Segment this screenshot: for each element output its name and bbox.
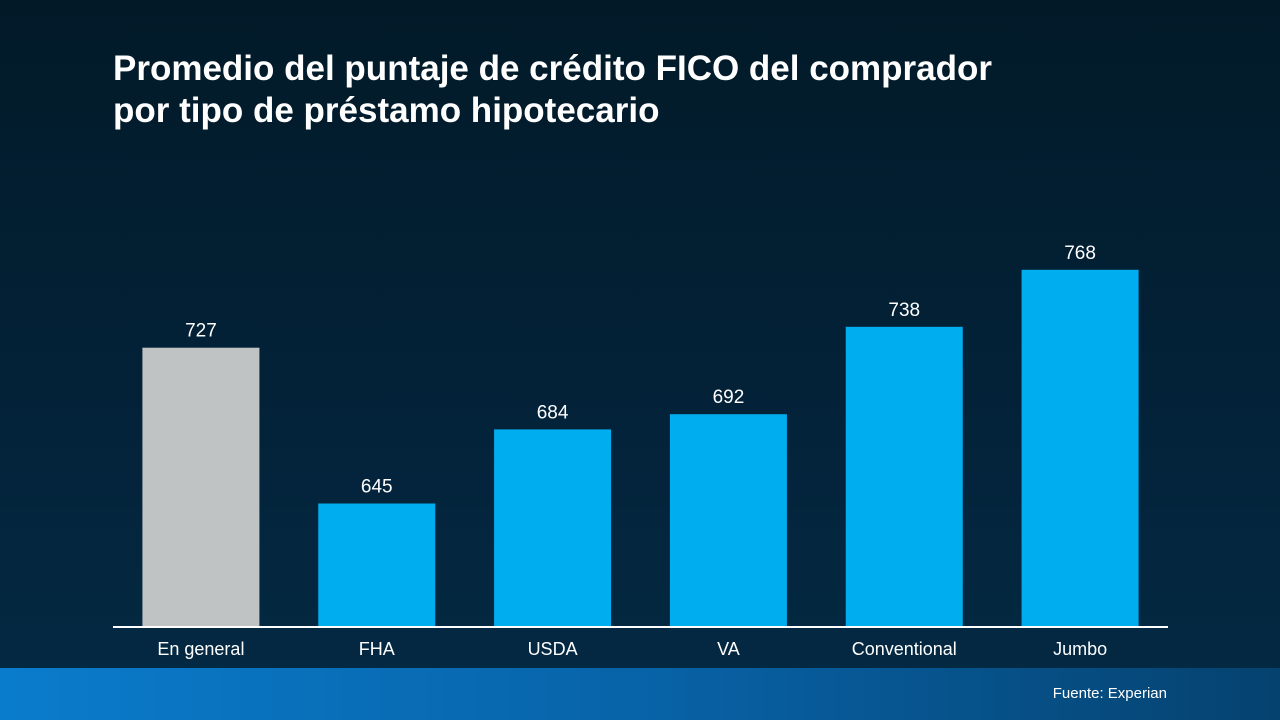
category-label: Jumbo [1053, 639, 1107, 659]
footer-bar: Fuente: Experian [0, 668, 1280, 720]
title-line-2: por tipo de préstamo hipotecario [113, 91, 660, 130]
bar-usda [494, 429, 612, 627]
category-label: FHA [359, 639, 395, 659]
data-label: 645 [361, 477, 393, 498]
data-label: 684 [537, 402, 569, 423]
data-label: 768 [1064, 243, 1096, 264]
category-label: VA [717, 639, 740, 659]
data-label: 738 [888, 300, 920, 321]
category-label: USDA [528, 639, 578, 659]
bar-conventional [845, 326, 963, 627]
bar-jumbo [1021, 269, 1139, 627]
data-label: 727 [185, 321, 217, 342]
bar-fha [318, 503, 436, 627]
category-label: Conventional [852, 639, 957, 659]
data-label: 692 [713, 387, 745, 408]
bar-chart: 727 En general 645 FHA 684 USDA 692 VA 738 Conven… [142, 243, 1139, 659]
chart-title: Promedio del puntaje de crédito FICO del… [113, 48, 1173, 132]
bar-va [669, 414, 787, 627]
source-label: Fuente: Experian [1052, 685, 1167, 702]
category-label: En general [157, 639, 244, 659]
title-line-1: Promedio del puntaje de crédito FICO del… [113, 49, 993, 88]
bar-en-general [142, 347, 260, 627]
